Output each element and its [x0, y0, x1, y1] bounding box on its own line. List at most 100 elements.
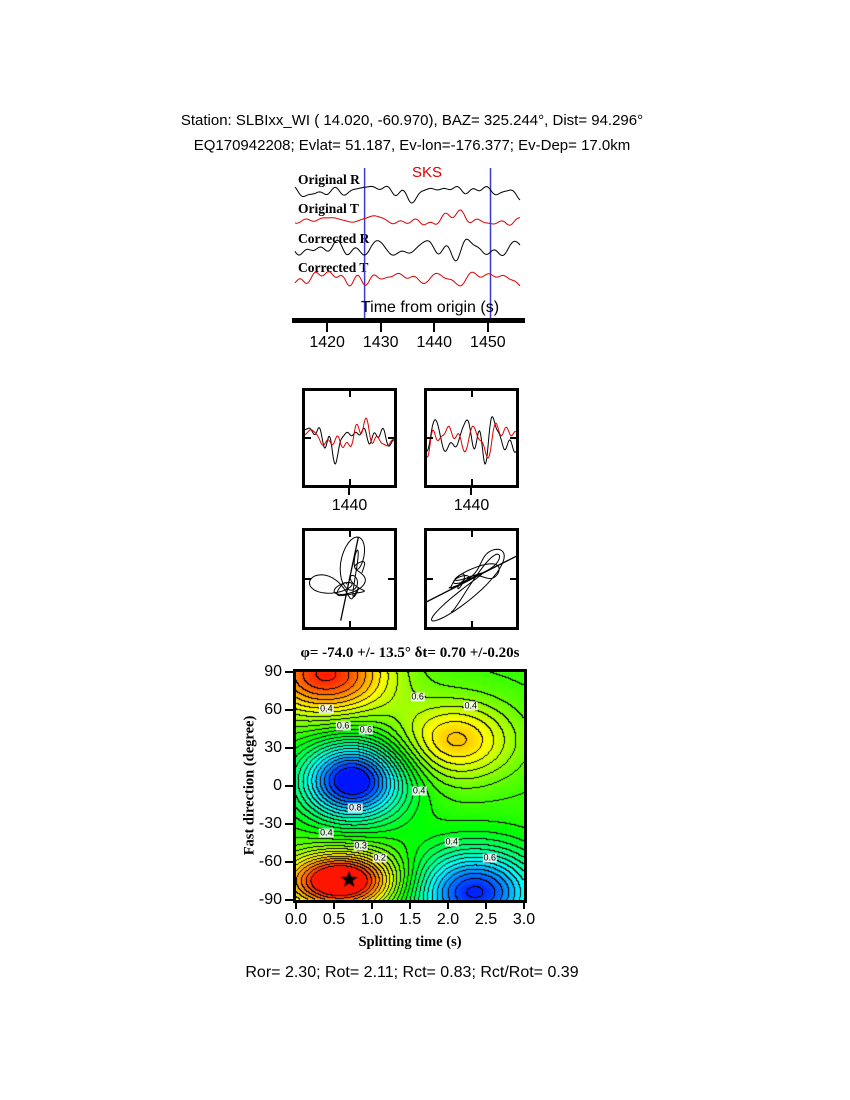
box-tick — [427, 437, 433, 439]
time-axis-title: Time from origin (s) — [360, 299, 500, 316]
contour-xtick-label: 0.5 — [322, 911, 346, 928]
contour-ylabel: Fast direction (degree) — [241, 715, 258, 856]
time-axis-tick — [326, 323, 329, 332]
contour-level-label: 0.2 — [372, 852, 387, 863]
trace-original-t — [294, 209, 521, 226]
box-tick — [348, 479, 351, 485]
time-axis-tick-label: 1440 — [416, 334, 453, 351]
box-tick — [470, 479, 473, 485]
trace-original-r — [294, 185, 521, 204]
zoom-waveform-box-left — [302, 388, 397, 488]
header-line-1: Station: SLBIxx_WI ( 14.020, -60.970), B… — [180, 112, 644, 129]
time-axis-tick-label: 1420 — [309, 334, 345, 351]
contour-ytick — [285, 861, 293, 863]
trace-label-4: Corrected T — [298, 260, 369, 275]
contour-level-label: 0.6 — [410, 691, 425, 702]
contour-level-label: 0.3 — [353, 840, 368, 851]
contour-xtick — [409, 901, 411, 909]
zoom-waveform-box-right — [424, 388, 519, 488]
measurement-title: φ= -74.0 +/- 13.5° δt= 0.70 +/-0.20s — [300, 645, 520, 661]
trace-label-2: Original T — [298, 201, 359, 216]
contour-xtick — [333, 901, 335, 909]
trace-corrected-r — [294, 238, 521, 262]
zoom-trace-original-t — [305, 417, 394, 449]
time-axis-tick — [433, 323, 436, 332]
box-tick — [470, 391, 473, 397]
box-tick — [470, 621, 473, 627]
contour-xtick — [523, 901, 525, 909]
contour-ytick-label: 60 — [264, 701, 282, 718]
contour-ytick — [285, 823, 293, 825]
contour-xtick — [447, 901, 449, 909]
time-axis-tick-label: 1430 — [362, 334, 399, 351]
trace-label-1: Original R — [298, 172, 360, 187]
box-tick — [348, 621, 351, 627]
phase-label: SKS — [412, 164, 443, 181]
particle-motion-plot — [427, 548, 516, 622]
box-tick — [388, 437, 394, 439]
time-axis-line — [292, 318, 525, 323]
particle-motion-plot — [309, 536, 366, 621]
contour-xtick — [295, 901, 297, 909]
contour-xtick-label: 0.0 — [284, 911, 308, 928]
box-tick — [427, 578, 433, 580]
contour-xtick-label: 2.0 — [436, 911, 460, 928]
contour-ytick-label: -90 — [258, 891, 282, 908]
header-line-2: EQ170942208; Evlat= 51.187, Ev-lon=-176.… — [193, 137, 631, 154]
box-tick — [305, 437, 311, 439]
contour-ytick — [285, 671, 293, 673]
contour-level-label: 0.4 — [463, 700, 479, 711]
fast-direction-line — [427, 555, 516, 603]
zoom-tick-label-left: 1440 — [331, 497, 368, 514]
box-tick — [305, 578, 311, 580]
contour-xtick — [371, 901, 373, 909]
contour-xtick — [485, 901, 487, 909]
footer-stats: Ror= 2.30; Rot= 2.11; Rct= 0.83; Rct/Rot… — [245, 964, 579, 981]
contour-ytick-label: 90 — [264, 663, 282, 680]
zoom-waveform-plot — [305, 417, 394, 465]
contour-ytick — [285, 899, 293, 901]
contour-ytick-label: -60 — [258, 853, 282, 870]
box-tick — [348, 531, 351, 537]
time-axis-tick — [486, 323, 489, 332]
contour-xlabel: Splitting time (s) — [358, 934, 462, 950]
fast-direction-line — [340, 537, 359, 621]
waveform-panel — [294, 168, 521, 318]
contour-level-label: 0.4 — [411, 785, 427, 796]
contour-xtick-label: 1.0 — [360, 911, 384, 928]
zoom-tick-label-right: 1440 — [453, 497, 490, 514]
contour-ytick-label: 0 — [273, 777, 282, 794]
zoom-trace-corrected-t — [427, 422, 516, 459]
zoom-waveform-plot — [427, 416, 516, 465]
trace-corrected-t — [294, 271, 521, 287]
contour-level-label: 0.8 — [348, 802, 363, 813]
contour-xtick-label: 2.5 — [474, 911, 498, 928]
zoom-trace-original-r — [305, 427, 394, 465]
time-axis-tick — [379, 323, 382, 332]
box-tick — [510, 578, 516, 580]
contour-ytick-label: -30 — [258, 815, 282, 832]
particle-motion-box-left — [302, 528, 397, 630]
contour-xtick-label: 3.0 — [512, 911, 536, 928]
particle-motion-path — [430, 548, 505, 622]
contour-ytick — [285, 785, 293, 787]
zoom-axis-tick — [470, 488, 472, 495]
particle-motion-path — [309, 536, 366, 600]
contour-level-label: 0.4 — [319, 703, 334, 714]
box-tick — [348, 391, 351, 397]
trace-label-3: Corrected R — [298, 231, 370, 246]
time-axis-tick-label: 1450 — [470, 334, 506, 351]
contour-ytick-label: 30 — [264, 739, 282, 756]
contour-level-label: 0.6 — [358, 724, 374, 735]
zoom-axis-tick — [348, 488, 350, 495]
zoom-trace-corrected-r — [427, 416, 516, 465]
contour-level-label: 0.6 — [482, 852, 498, 863]
contour-ytick — [285, 709, 293, 711]
box-tick — [388, 578, 394, 580]
box-tick — [470, 531, 473, 537]
box-tick — [510, 437, 516, 439]
contour-ytick — [285, 747, 293, 749]
particle-motion-box-right — [424, 528, 519, 630]
contour-xtick-label: 1.5 — [398, 911, 422, 928]
